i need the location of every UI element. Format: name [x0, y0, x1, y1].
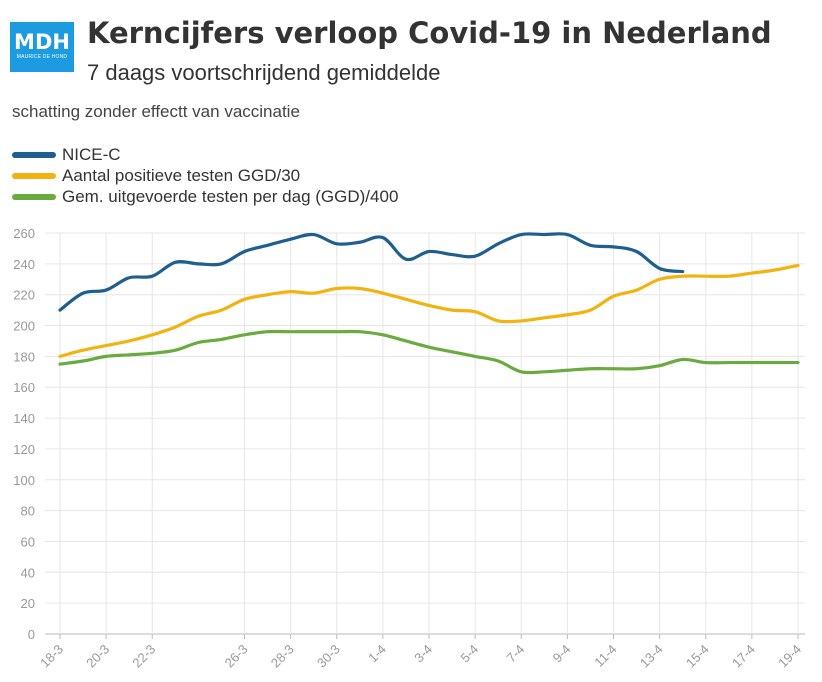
y-tick-label: 40 [21, 565, 35, 580]
y-tick-label: 80 [21, 504, 35, 519]
x-tick-label: 17-4 [729, 642, 758, 671]
logo-subtext: MAURICE DE HOND [16, 54, 68, 60]
x-axis: 18-3 20-3 22-3 26-3 28-3 30-3 1-4 3-4 5-4 7-4 9-4 1… [37, 634, 804, 671]
y-tick-label: 220 [13, 288, 35, 303]
y-tick-label: 160 [13, 380, 35, 395]
x-tick-label: 18-3 [37, 642, 66, 671]
legend-label-nice-c: NICE-C [62, 144, 121, 164]
legend-swatch-uitgevoerde-testen [12, 193, 56, 200]
legend-item-positieve-testen: Aantal positieve testen GGD/30 [12, 165, 398, 186]
legend-swatch-positieve-testen [12, 172, 56, 179]
x-tick-label: 28-3 [268, 642, 297, 671]
y-tick-label: 60 [21, 534, 35, 549]
logo: MDH MAURICE DE HOND [10, 22, 74, 72]
legend: NICE-C Aantal positieve testen GGD/30 Ge… [12, 144, 398, 207]
y-tick-label: 200 [13, 319, 35, 334]
series-lines [58, 232, 800, 375]
series-line-0 [58, 232, 685, 312]
y-tick-label: 180 [13, 349, 35, 364]
chart-subtitle: 7 daags voortschrijdend gemiddelde [87, 60, 441, 85]
y-tick-label: 120 [13, 442, 35, 457]
series-line-1 [58, 263, 800, 358]
legend-item-uitgevoerde-testen: Gem. uitgevoerde testen per dag (GGD)/40… [12, 186, 398, 207]
legend-label-uitgevoerde-testen: Gem. uitgevoerde testen per dag (GGD)/40… [62, 186, 399, 206]
legend-swatch-nice-c [12, 151, 56, 158]
x-tick-label: 7-4 [503, 642, 527, 666]
grid [45, 232, 805, 635]
y-tick-label: 0 [28, 627, 35, 642]
x-tick-label: 20-3 [83, 642, 112, 671]
y-tick-label: 100 [13, 473, 35, 488]
x-tick-label: 26-3 [222, 642, 251, 671]
x-tick-label: 11-4 [591, 642, 619, 670]
x-tick-label: 3-4 [411, 642, 435, 666]
x-tick-label: 5-4 [457, 642, 481, 666]
legend-label-positieve-testen: Aantal positieve testen GGD/30 [62, 165, 301, 185]
chart-note: schatting zonder effectt van vaccinatie [12, 102, 300, 121]
y-tick-label: 20 [21, 596, 35, 611]
x-tick-label: 13-4 [637, 642, 666, 671]
legend-item-nice-c: NICE-C [12, 144, 398, 165]
x-tick-label: 1-4 [365, 642, 389, 666]
y-tick-label: 240 [13, 257, 35, 272]
logo-text: MDH [14, 30, 70, 54]
y-axis: 0 20 40 60 80 100 120 140 160 180 200 220 240 260 [13, 226, 35, 642]
y-tick-label: 260 [13, 226, 35, 241]
y-tick-label: 140 [13, 411, 35, 426]
x-tick-label: 15-4 [683, 642, 712, 671]
x-tick-label: 9-4 [550, 642, 574, 666]
chart-title: Kerncijfers verloop Covid-19 in Nederlan… [87, 16, 772, 50]
series-line-2 [58, 329, 800, 375]
x-tick-label: 22-3 [129, 642, 158, 671]
x-tick-label: 30-3 [314, 642, 343, 671]
x-tick-label: 19-4 [775, 642, 804, 671]
